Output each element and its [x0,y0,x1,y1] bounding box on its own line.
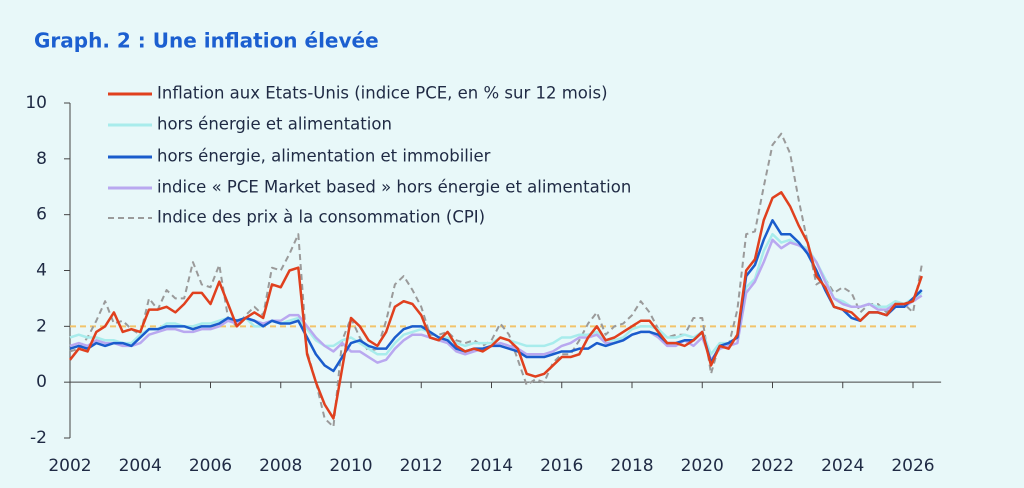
x-tick-label: 2008 [259,456,302,476]
y-tick-label: -2 [30,428,47,448]
series-line [69,191,923,420]
legend-label: hors énergie et alimentation [157,115,392,134]
y-tick-label: 2 [36,316,47,336]
x-tick-label: 2016 [540,456,583,476]
x-tick-label: 2018 [610,456,653,476]
series-line [69,219,923,373]
chart-title: Graph. 2 : Une inflation élevée [34,29,379,53]
x-tick-label: 2002 [48,456,91,476]
legend-label: hors énergie, alimentation et immobilier [157,147,491,166]
y-tick-label: 4 [36,261,47,281]
x-tick-label: 2012 [400,456,443,476]
x-tick-label: 2010 [329,456,372,476]
legend-label: Inflation aux Etats-Unis (indice PCE, en… [157,84,608,103]
y-tick-label: 10 [25,93,47,113]
series-line [69,238,923,364]
x-tick-label: 2020 [681,456,724,476]
x-tick-label: 2022 [751,456,794,476]
x-tick-label: 2006 [189,456,232,476]
x-tick-label: 2024 [821,456,864,476]
y-tick-label: 6 [36,205,47,225]
y-tick-label: 0 [36,372,47,392]
legend-label: Indice des prix à la consommation (CPI) [157,208,485,227]
series-line [69,132,923,428]
x-tick-label: 2014 [470,456,513,476]
y-tick-label: 8 [36,149,47,169]
x-tick-label: 2004 [119,456,162,476]
x-tick-label: 2026 [891,456,934,476]
legend-label: indice « PCE Market based » hors énergie… [157,178,631,197]
